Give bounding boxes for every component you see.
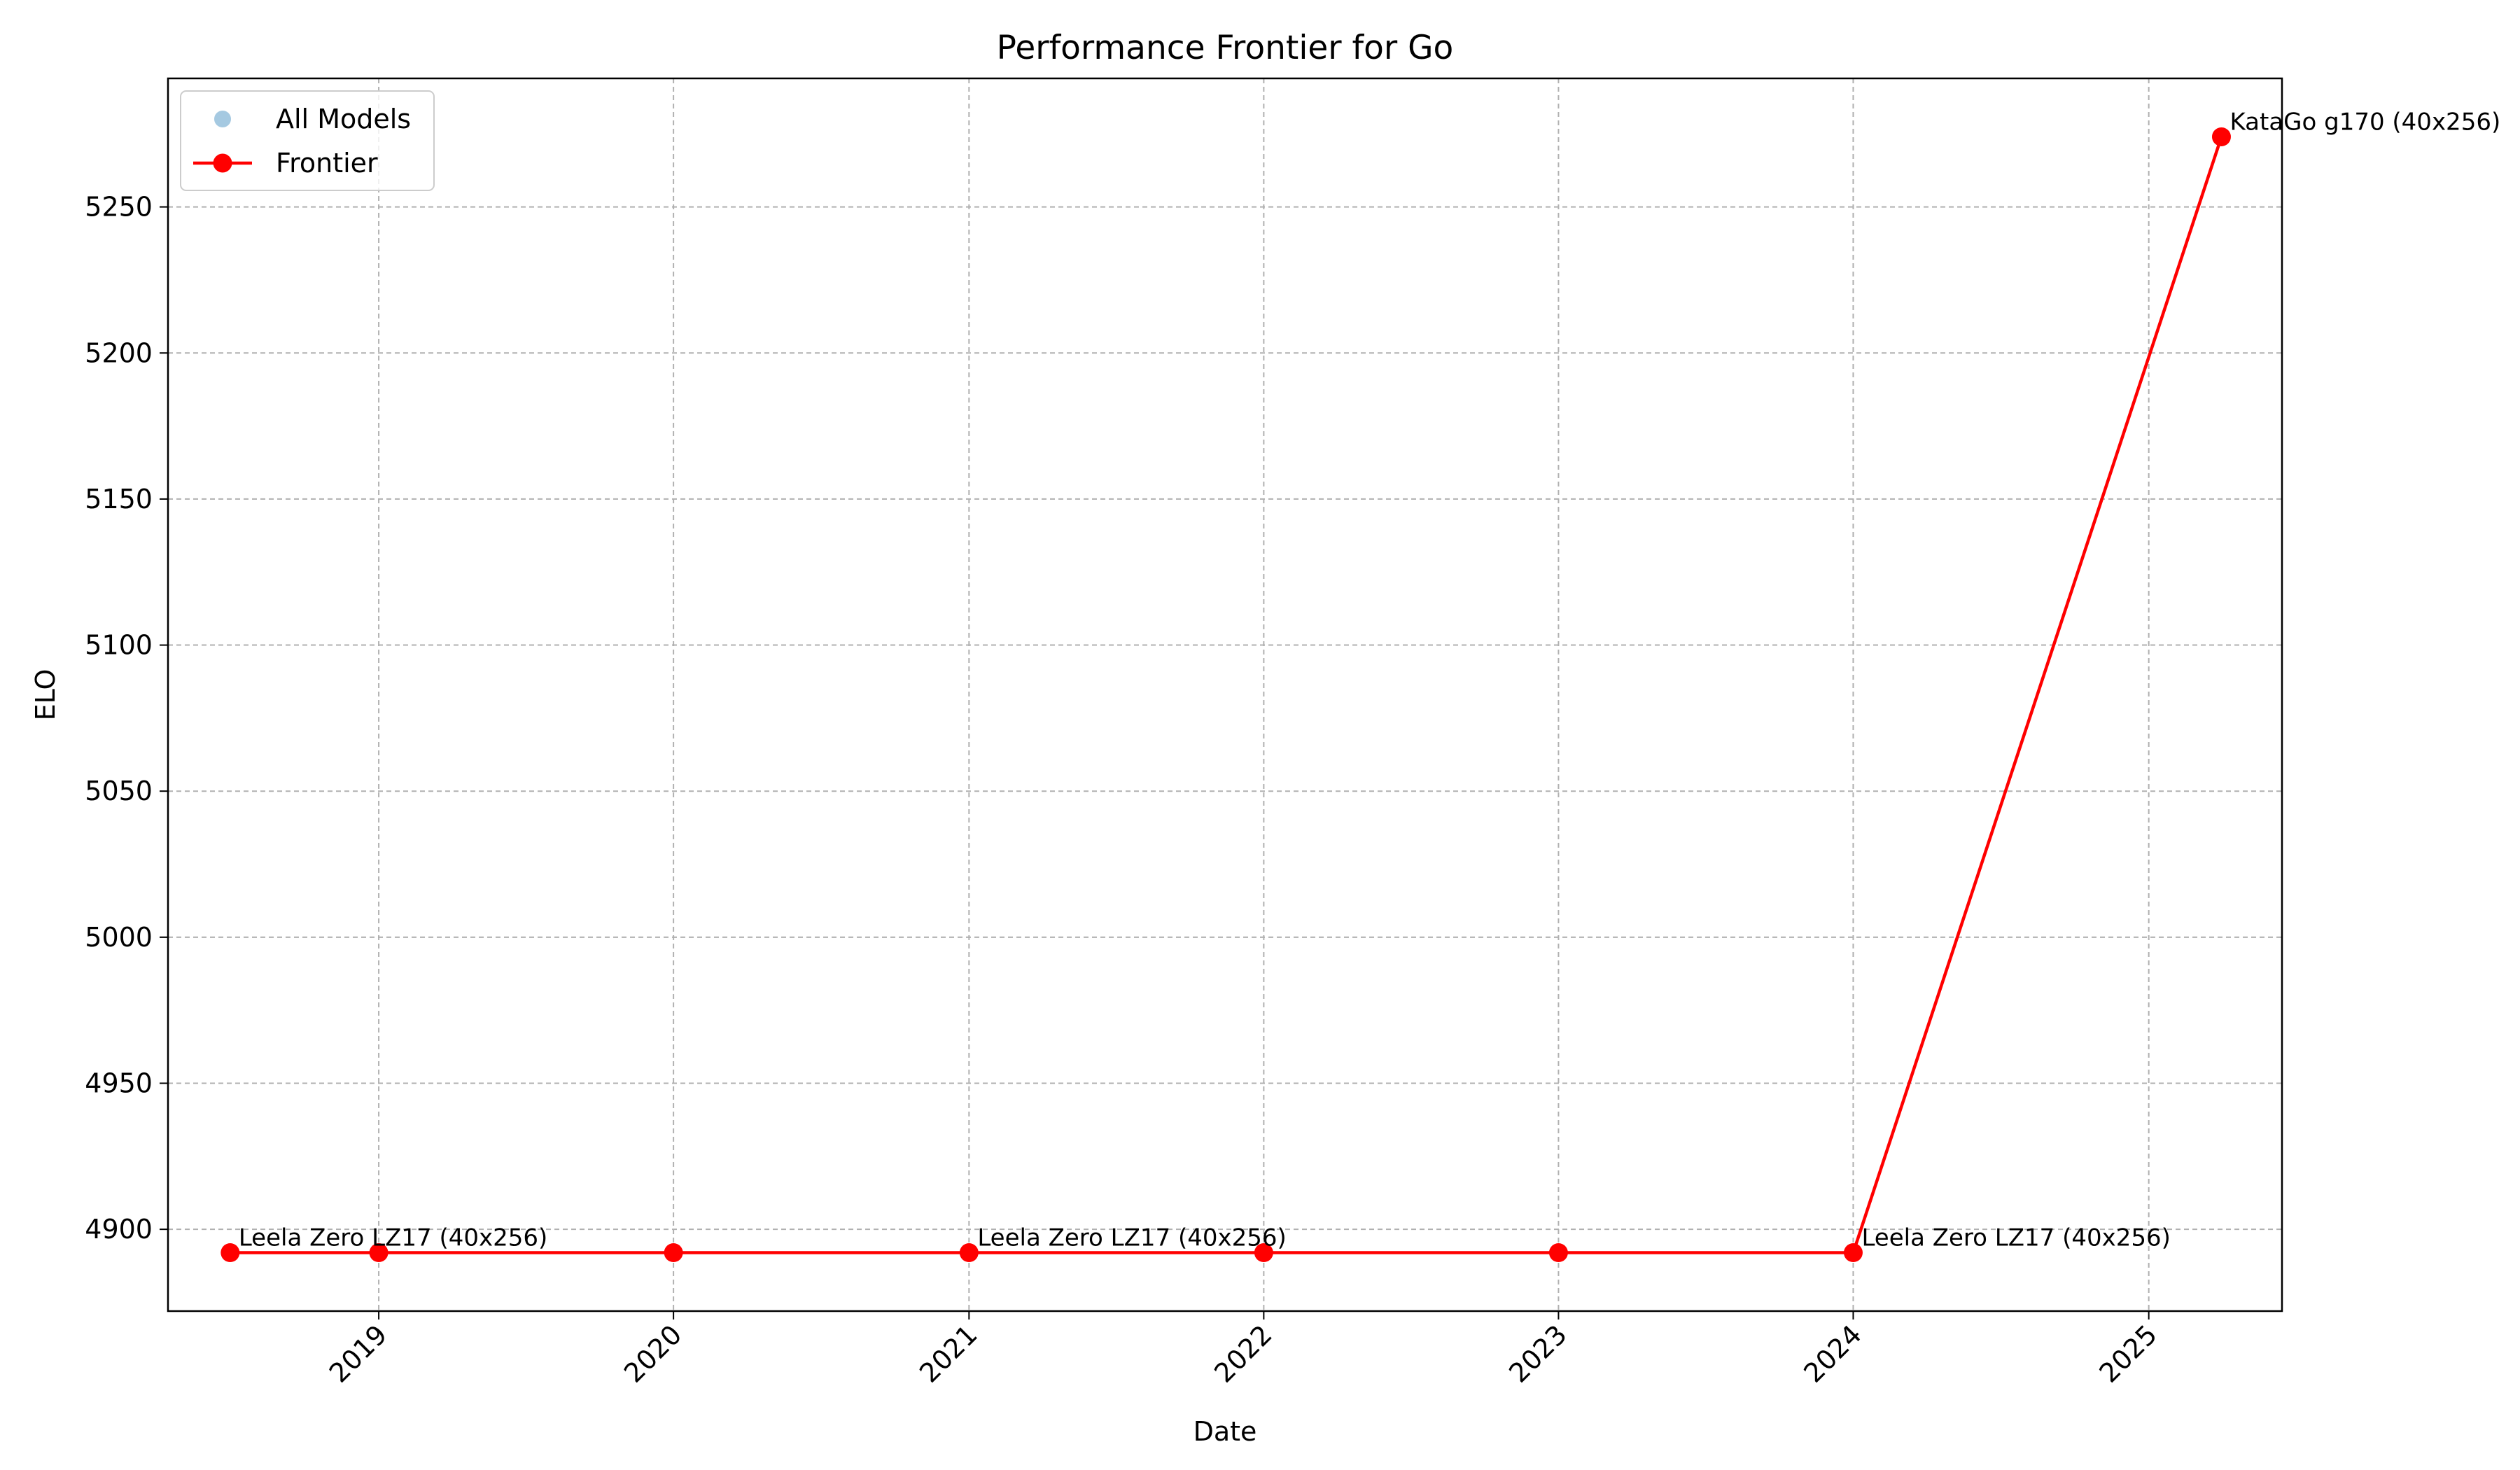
point-annotation: KataGo g170 (40x256) <box>2230 108 2500 136</box>
point-annotation: Leela Zero LZ17 (40x256) <box>977 1224 1286 1252</box>
series-layer <box>220 127 2231 1263</box>
grid <box>168 78 2282 1311</box>
y-tick-label: 5250 <box>85 192 153 223</box>
legend-marker-all-models <box>214 111 231 127</box>
x-axis-label: Date <box>1194 1416 1257 1447</box>
point-annotation: Leela Zero LZ17 (40x256) <box>1861 1224 2170 1252</box>
y-tick-label: 4900 <box>85 1214 153 1245</box>
frontier-point <box>369 1243 388 1263</box>
y-tick-label: 5000 <box>85 922 153 953</box>
y-tick-label: 5100 <box>85 630 153 661</box>
legend: All Models Frontier <box>180 90 435 191</box>
y-tick-label: 5050 <box>85 776 153 806</box>
frontier-point <box>1843 1243 1863 1263</box>
frontier-line <box>230 136 2223 1254</box>
frontier-point <box>1548 1243 1568 1263</box>
legend-marker-frontier <box>213 153 232 173</box>
y-tick-label: 5200 <box>85 337 153 368</box>
legend-box <box>180 90 435 191</box>
plot-frame <box>167 77 2283 1312</box>
y-axis-label: ELO <box>30 669 61 721</box>
frontier-point <box>959 1243 979 1263</box>
annotations: Leela Zero LZ17 (40x256) Leela Zero LZ17 … <box>239 108 2500 1252</box>
frontier-point <box>2211 127 2231 146</box>
legend-label: Frontier <box>276 148 378 178</box>
legend-label: All Models <box>276 104 411 134</box>
y-tick-label: 4950 <box>85 1068 153 1099</box>
chart-title: Performance Frontier for Go <box>997 29 1454 67</box>
y-tick-label: 5150 <box>85 484 153 514</box>
frontier-point <box>220 1243 240 1263</box>
frontier-point <box>664 1243 683 1263</box>
frontier-point <box>1254 1243 1273 1263</box>
point-annotation: Leela Zero LZ17 (40x256) <box>239 1224 547 1252</box>
